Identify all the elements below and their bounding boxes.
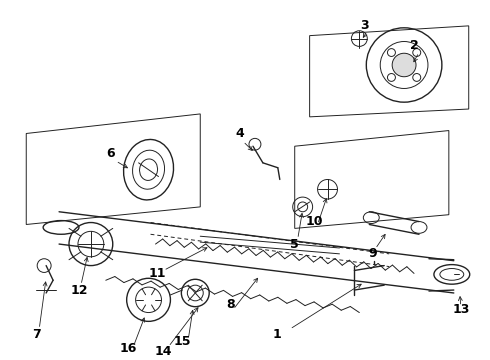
- Text: 13: 13: [452, 303, 469, 316]
- Text: 16: 16: [120, 342, 137, 355]
- Circle shape: [392, 53, 416, 77]
- Text: 11: 11: [149, 267, 166, 280]
- Text: 8: 8: [226, 298, 234, 311]
- Text: 2: 2: [410, 39, 418, 52]
- Text: 15: 15: [173, 336, 191, 348]
- Text: 5: 5: [291, 238, 299, 251]
- Text: 10: 10: [306, 215, 323, 228]
- Text: 4: 4: [236, 127, 245, 140]
- Text: 6: 6: [106, 147, 115, 159]
- Text: 12: 12: [70, 284, 88, 297]
- Text: 7: 7: [32, 328, 41, 341]
- Text: 1: 1: [272, 328, 281, 341]
- Text: 3: 3: [360, 19, 368, 32]
- Text: 14: 14: [155, 345, 172, 358]
- Text: 9: 9: [368, 247, 377, 260]
